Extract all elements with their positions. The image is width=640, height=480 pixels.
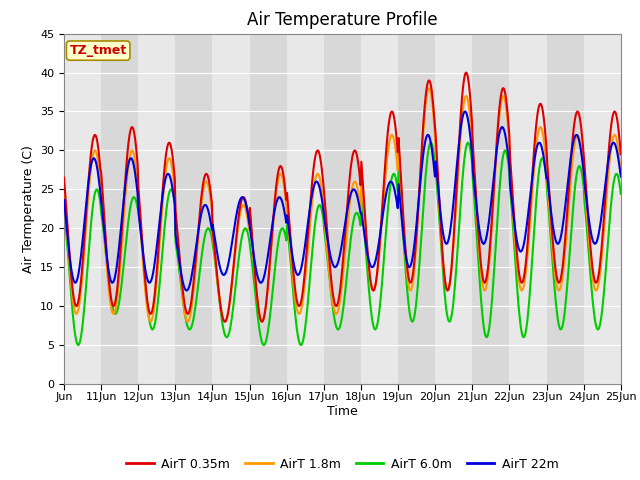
Y-axis label: Air Termperature (C): Air Termperature (C) [22,145,35,273]
Bar [361,34,398,384]
Bar [101,34,138,384]
Bar [584,34,621,384]
Bar [547,34,584,384]
Bar [175,34,212,384]
Bar [212,34,250,384]
Bar [509,34,547,384]
Bar [435,34,472,384]
Legend: AirT 0.35m, AirT 1.8m, AirT 6.0m, AirT 22m: AirT 0.35m, AirT 1.8m, AirT 6.0m, AirT 2… [121,453,564,476]
Bar [250,34,287,384]
Bar [398,34,435,384]
Bar [64,34,101,384]
Bar [324,34,361,384]
Bar [472,34,509,384]
Bar [138,34,175,384]
Title: Air Temperature Profile: Air Temperature Profile [247,11,438,29]
X-axis label: Time: Time [327,405,358,418]
Bar [287,34,324,384]
Text: TZ_tmet: TZ_tmet [70,44,127,57]
